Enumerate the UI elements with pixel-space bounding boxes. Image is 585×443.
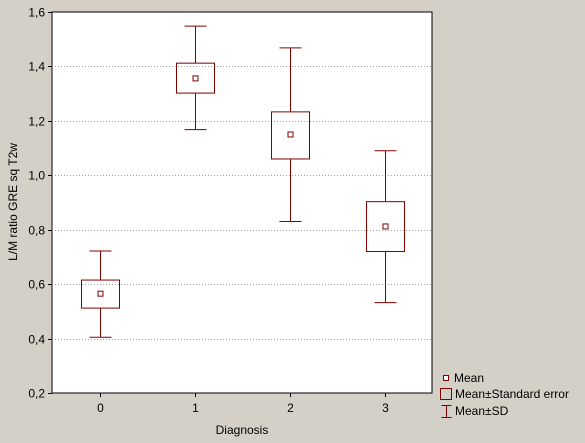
se-box bbox=[366, 201, 405, 252]
x-tick-label: 0 bbox=[97, 401, 104, 415]
legend-label-mean: Mean bbox=[454, 371, 484, 385]
grid-lines bbox=[52, 66, 432, 340]
se-box bbox=[176, 62, 215, 94]
legend-se-icon bbox=[440, 388, 452, 400]
y-tick-label: 1,6 bbox=[28, 6, 45, 20]
y-tick-label: 0,6 bbox=[28, 278, 45, 292]
mean-marker bbox=[97, 290, 104, 297]
y-axis: 0,2 0,4 0,6 0,8 1,0 1,2 1,4 1,6 bbox=[28, 6, 52, 401]
y-tick-label: 1,2 bbox=[28, 115, 45, 129]
y-axis-title: L/M ratio GRE sq T2w bbox=[6, 143, 20, 261]
plot-area bbox=[51, 11, 433, 394]
y-tick-label: 0,8 bbox=[28, 224, 45, 238]
x-axis-title: Diagnosis bbox=[216, 423, 269, 437]
legend-mean-icon bbox=[443, 375, 449, 381]
x-tick-label: 2 bbox=[287, 401, 294, 415]
se-box bbox=[81, 279, 120, 309]
category-group bbox=[271, 47, 310, 223]
category-group bbox=[366, 150, 405, 304]
category-group bbox=[81, 250, 120, 338]
category-group bbox=[176, 25, 215, 131]
y-tick-label: 1,4 bbox=[28, 60, 45, 74]
mean-marker bbox=[287, 131, 294, 138]
x-axis: 0 1 2 3 bbox=[97, 393, 389, 415]
legend-label-se: Mean±Standard error bbox=[455, 387, 569, 401]
legend: Mean Mean±Standard error Mean±SD bbox=[440, 371, 569, 418]
legend-label-sd: Mean±SD bbox=[455, 404, 509, 418]
x-tick-label: 3 bbox=[382, 401, 389, 415]
se-box bbox=[271, 111, 310, 160]
y-tick-label: 0,4 bbox=[28, 333, 45, 347]
x-tick-label: 1 bbox=[192, 401, 199, 415]
mean-marker bbox=[382, 223, 389, 230]
mean-marker bbox=[192, 75, 199, 82]
y-tick-label: 1,0 bbox=[28, 169, 45, 183]
y-tick-label: 0,2 bbox=[28, 387, 45, 401]
series-marks bbox=[81, 25, 405, 338]
